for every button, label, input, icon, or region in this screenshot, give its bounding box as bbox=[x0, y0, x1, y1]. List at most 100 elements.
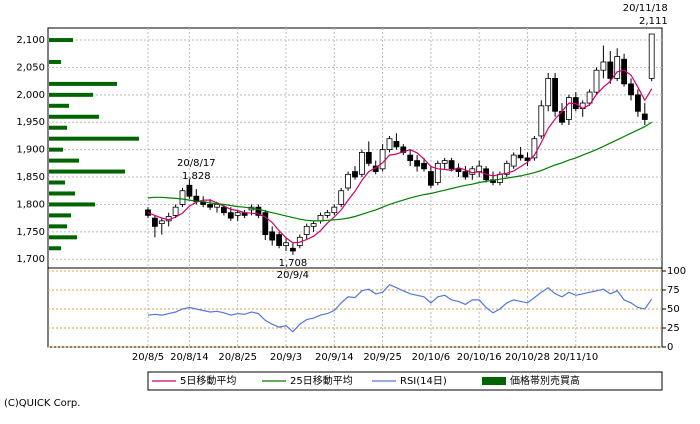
candle-body bbox=[600, 61, 607, 71]
price-volume-bar bbox=[49, 38, 73, 43]
price-volume-bar bbox=[49, 125, 67, 130]
price-volume-bar bbox=[49, 147, 63, 152]
candle-body bbox=[303, 225, 310, 235]
candle-body bbox=[276, 234, 283, 246]
price-volume-bar bbox=[49, 114, 99, 119]
price-volume-bar bbox=[49, 235, 77, 240]
rsi-line bbox=[147, 283, 653, 333]
y-tick-label: 1,800 bbox=[16, 199, 45, 210]
candle-body bbox=[227, 212, 234, 219]
candle-body bbox=[393, 141, 400, 148]
y-tick-label: 2,000 bbox=[16, 90, 45, 101]
candle-body bbox=[338, 190, 345, 205]
x-tick-label: 20/10/6 bbox=[412, 352, 451, 363]
candle-body bbox=[455, 168, 462, 172]
candle-body bbox=[510, 154, 517, 167]
rsi-tick-label: 50 bbox=[667, 304, 680, 315]
y-tick-label: 1,850 bbox=[16, 172, 45, 183]
candle-body bbox=[310, 223, 317, 227]
annotation-value: 2,111 bbox=[639, 16, 668, 27]
candle-body bbox=[214, 204, 220, 208]
candle-body bbox=[283, 242, 289, 246]
price-volume-bar bbox=[49, 180, 65, 185]
candle-body bbox=[421, 162, 427, 170]
candle-body bbox=[628, 83, 634, 96]
plot-frame bbox=[47, 27, 663, 348]
x-tick-label: 20/9/14 bbox=[315, 352, 354, 363]
rsi-tick-label: 25 bbox=[667, 323, 680, 334]
rsi-tick-label: 75 bbox=[667, 285, 680, 296]
candle-body bbox=[255, 206, 262, 216]
x-tick-label: 20/8/5 bbox=[132, 352, 164, 363]
candle-body bbox=[503, 162, 510, 175]
candle-body bbox=[545, 78, 552, 107]
candle-body bbox=[593, 69, 600, 93]
candle-body bbox=[179, 190, 186, 205]
ma-line bbox=[147, 69, 653, 244]
candle-body bbox=[607, 61, 614, 79]
annotation-value: 1,708 bbox=[279, 258, 308, 269]
x-tick-label: 20/8/14 bbox=[170, 352, 209, 363]
candle-body bbox=[145, 209, 151, 216]
candle-body bbox=[379, 149, 386, 170]
candle-body bbox=[317, 214, 324, 222]
annotation-label: 20/9/4 bbox=[277, 270, 309, 281]
candle-body bbox=[365, 151, 372, 164]
candle-body bbox=[531, 138, 538, 159]
annotation-label: 20/11/18 bbox=[623, 3, 668, 14]
candle-body bbox=[331, 206, 338, 214]
candle-body bbox=[441, 160, 448, 164]
candle-body bbox=[586, 91, 593, 104]
y-tick-label: 2,100 bbox=[16, 35, 45, 46]
legend-label: 価格帯別売買高 bbox=[510, 374, 580, 387]
x-tick-label: 20/11/10 bbox=[553, 352, 598, 363]
price-volume-bar bbox=[49, 158, 79, 163]
candle-body bbox=[151, 217, 158, 227]
candle-body bbox=[269, 231, 276, 241]
candle-body bbox=[207, 204, 214, 208]
price-volume-bar bbox=[49, 81, 117, 86]
price-volume-bar bbox=[49, 246, 61, 251]
x-tick-label: 20/9/3 bbox=[270, 352, 302, 363]
candle-body bbox=[517, 154, 524, 159]
price-volume-bar bbox=[49, 103, 69, 108]
candle-body bbox=[407, 154, 414, 162]
candle-body bbox=[462, 171, 469, 178]
y-tick-label: 1,950 bbox=[16, 117, 45, 128]
price-volume-bar bbox=[49, 213, 71, 218]
x-tick-label: 20/10/16 bbox=[457, 352, 502, 363]
candle-body bbox=[648, 33, 655, 79]
price-volume-bar bbox=[49, 92, 93, 97]
price-volume-bar bbox=[49, 169, 125, 174]
candle-body bbox=[234, 212, 241, 216]
candle-body bbox=[448, 160, 455, 170]
candle-body bbox=[641, 113, 648, 120]
legend-label: RSI(14日) bbox=[400, 376, 447, 387]
annotation-label: 20/8/17 bbox=[177, 158, 216, 169]
legend-label: 5日移動平均 bbox=[180, 374, 236, 387]
candle-body bbox=[538, 105, 545, 137]
candle-body bbox=[427, 171, 434, 186]
legend-swatch bbox=[482, 377, 506, 385]
rsi-tick-label: 100 bbox=[667, 266, 686, 277]
price-volume-bar bbox=[49, 59, 61, 64]
annotation-value: 1,828 bbox=[182, 171, 211, 182]
candle-body bbox=[552, 78, 558, 112]
copyright: (C)QUICK Corp. bbox=[4, 398, 80, 409]
x-tick-label: 20/8/25 bbox=[218, 352, 257, 363]
candle-body bbox=[358, 151, 365, 175]
candle-body bbox=[386, 138, 393, 151]
candle-body bbox=[614, 56, 621, 79]
candle-body bbox=[352, 171, 358, 178]
price-volume-bar bbox=[49, 136, 139, 141]
y-tick-label: 1,700 bbox=[16, 254, 45, 265]
price-volume-bar bbox=[49, 191, 75, 196]
candle-body bbox=[414, 160, 421, 167]
candle-body bbox=[172, 206, 179, 216]
x-tick-label: 20/9/25 bbox=[363, 352, 402, 363]
price-volume-bar bbox=[49, 202, 95, 207]
price-volume-bar bbox=[49, 224, 67, 229]
y-tick-label: 2,050 bbox=[16, 62, 45, 73]
